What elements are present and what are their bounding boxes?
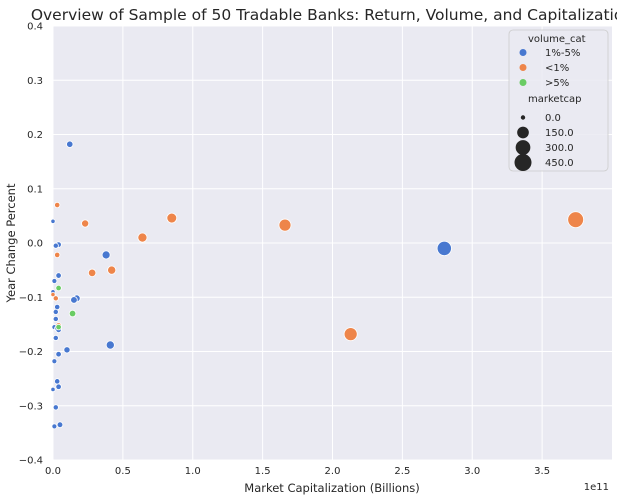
legend-size-label: 0.0 bbox=[545, 113, 561, 124]
x-tick-label: 0.5 bbox=[115, 466, 131, 477]
data-point bbox=[55, 272, 62, 279]
data-point bbox=[55, 323, 62, 331]
data-point bbox=[52, 308, 59, 315]
legend-size-marker bbox=[515, 140, 531, 155]
y-tick-label: 0.0 bbox=[27, 239, 43, 250]
y-tick-label: −0.2 bbox=[19, 347, 43, 358]
x-tick-label: 3.0 bbox=[464, 466, 480, 477]
data-point bbox=[70, 296, 78, 304]
legend-size-label: 300.0 bbox=[545, 143, 574, 154]
legend-size-marker bbox=[520, 115, 526, 120]
data-point bbox=[567, 211, 585, 229]
x-tick-label: 1.5 bbox=[255, 466, 271, 477]
data-point bbox=[54, 201, 61, 209]
data-point bbox=[105, 340, 115, 350]
data-point bbox=[343, 327, 358, 342]
data-point bbox=[51, 358, 58, 365]
legend-marker bbox=[519, 64, 527, 71]
legend-size-label: 450.0 bbox=[545, 158, 574, 169]
y-tick-label: 0.1 bbox=[27, 184, 43, 195]
legend: volume_cat 1%-5% <1% >5% marketcap 0.0 150.… bbox=[508, 29, 609, 172]
data-point bbox=[55, 351, 62, 358]
y-tick-label: −0.3 bbox=[19, 401, 43, 412]
y-axis-label: Year Change Percent bbox=[4, 183, 18, 303]
legend-marker bbox=[519, 79, 527, 86]
data-point bbox=[54, 378, 61, 385]
x-tick-label: 0.0 bbox=[45, 466, 61, 477]
legend-label: 1%-5% bbox=[545, 48, 580, 59]
data-point bbox=[68, 309, 77, 318]
y-tick-label: −0.1 bbox=[19, 293, 43, 304]
data-point bbox=[52, 315, 59, 322]
ticks: 0.0 0.5 1.0 1.5 2.0 2.5 3.0 3.5 −0.4 −0.3 −0.2 −0.1… bbox=[19, 22, 550, 478]
x-tick-label: 3.5 bbox=[534, 466, 550, 477]
data-point bbox=[101, 250, 111, 260]
legend-box bbox=[508, 29, 609, 172]
y-tick-label: 0.4 bbox=[27, 22, 43, 33]
data-point bbox=[55, 383, 62, 390]
legend-size-entries: 0.0 150.0 300.0 450.0 bbox=[514, 113, 574, 171]
data-point bbox=[50, 386, 56, 393]
data-point bbox=[54, 251, 61, 259]
legend-marker bbox=[519, 49, 527, 56]
legend-label: <1% bbox=[545, 63, 569, 74]
data-points bbox=[50, 140, 585, 430]
data-point bbox=[436, 240, 452, 256]
legend-hue-entries: 1%-5% <1% >5% bbox=[519, 48, 580, 89]
legend-size-title: marketcap bbox=[528, 94, 581, 105]
data-point bbox=[50, 218, 56, 224]
legend-label: >5% bbox=[545, 78, 569, 89]
data-point bbox=[54, 303, 61, 311]
data-point bbox=[107, 265, 117, 275]
data-point bbox=[166, 212, 178, 224]
legend-size-marker bbox=[517, 126, 529, 139]
data-point bbox=[50, 291, 56, 298]
x-axis-label: Market Capitalization (Billions) bbox=[244, 481, 419, 495]
data-point bbox=[278, 218, 292, 232]
data-point bbox=[63, 346, 71, 354]
y-tick-label: −0.4 bbox=[19, 456, 43, 467]
data-point bbox=[137, 232, 148, 243]
y-tick-label: 0.3 bbox=[27, 76, 43, 87]
y-tick-label: 0.2 bbox=[27, 130, 43, 141]
x-tick-label: 1.0 bbox=[185, 466, 201, 477]
chart-title: Overview of Sample of 50 Tradable Banks:… bbox=[31, 6, 617, 24]
x-tick-label: 2.5 bbox=[394, 466, 410, 477]
data-point bbox=[52, 242, 59, 249]
x-offset-label: 1e11 bbox=[584, 482, 609, 493]
data-point bbox=[51, 423, 58, 430]
data-point bbox=[52, 404, 59, 411]
x-tick-label: 2.0 bbox=[325, 466, 341, 477]
data-point bbox=[52, 334, 59, 341]
data-point bbox=[51, 278, 58, 284]
legend-size-marker bbox=[514, 154, 532, 171]
data-point bbox=[55, 284, 62, 292]
data-point bbox=[81, 219, 90, 228]
data-point bbox=[66, 140, 74, 148]
legend-hue-title: volume_cat bbox=[528, 34, 586, 45]
legend-size-label: 150.0 bbox=[545, 128, 574, 139]
data-point bbox=[52, 295, 59, 302]
data-point bbox=[87, 268, 97, 278]
data-point bbox=[56, 421, 64, 429]
